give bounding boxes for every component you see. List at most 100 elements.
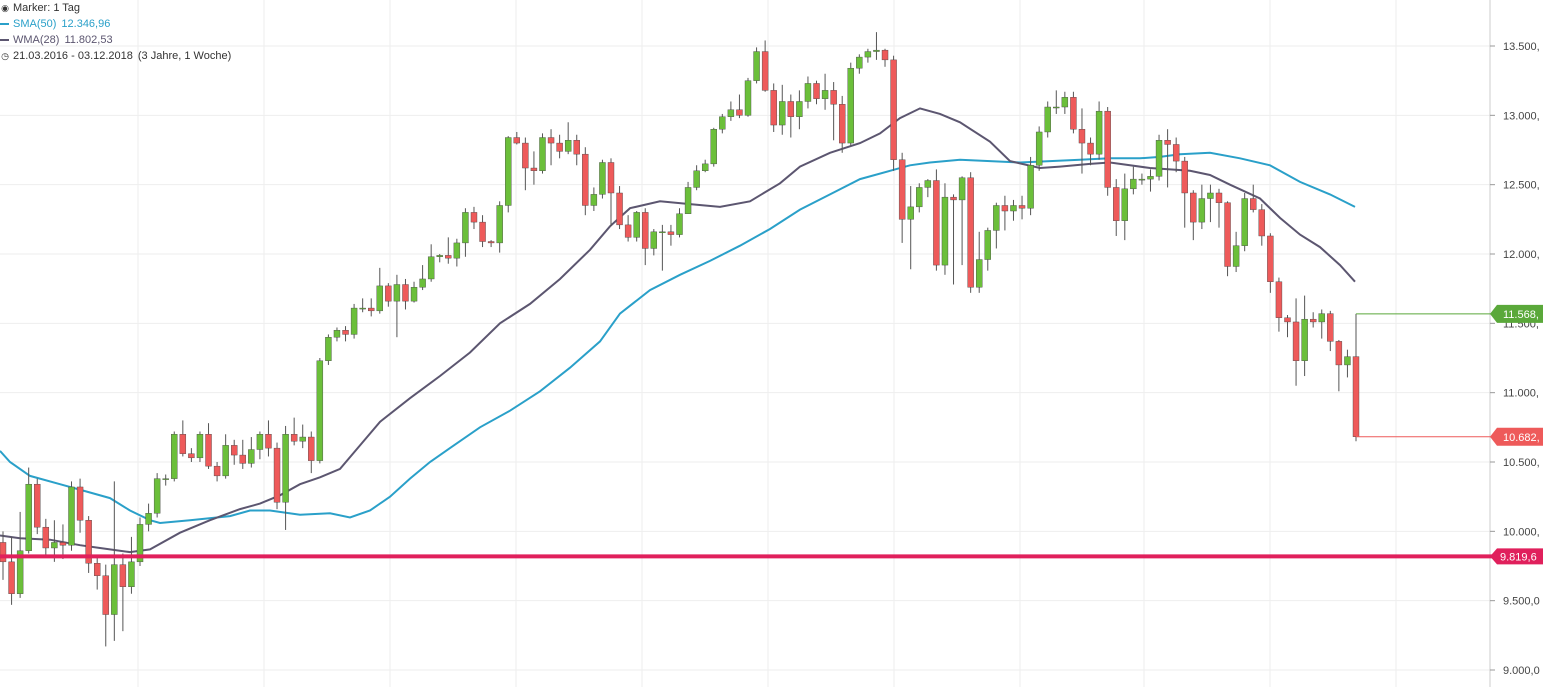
candle[interactable] (1172, 137, 1180, 173)
candle[interactable] (564, 122, 572, 155)
candle[interactable] (547, 129, 555, 166)
candle[interactable] (839, 95, 846, 153)
candle[interactable] (881, 48, 889, 67)
candle[interactable] (1010, 199, 1017, 221)
candle[interactable] (1181, 156, 1188, 228)
candle[interactable] (342, 326, 349, 342)
candle[interactable] (787, 94, 795, 138)
candle[interactable] (68, 481, 75, 551)
candle[interactable] (1018, 195, 1026, 220)
candle[interactable] (916, 183, 923, 213)
candle[interactable] (453, 238, 461, 267)
candle[interactable] (34, 478, 41, 535)
candle[interactable] (1309, 312, 1317, 328)
candle[interactable] (85, 516, 92, 573)
candle[interactable] (402, 278, 409, 310)
candle[interactable] (1207, 184, 1214, 223)
candle[interactable] (924, 179, 932, 198)
candle[interactable] (487, 240, 495, 248)
candle[interactable] (1215, 188, 1223, 228)
candle[interactable] (136, 517, 144, 566)
candle[interactable] (744, 77, 752, 117)
candle[interactable] (1087, 137, 1094, 166)
candle[interactable] (325, 334, 332, 365)
candle[interactable] (1001, 195, 1009, 231)
candle[interactable] (248, 437, 255, 468)
candle[interactable] (1104, 107, 1111, 196)
candle[interactable] (779, 84, 786, 135)
candle[interactable] (976, 231, 983, 293)
candle[interactable] (128, 536, 135, 594)
candle[interactable] (890, 55, 897, 171)
candle[interactable] (1070, 91, 1077, 134)
candle[interactable] (93, 554, 101, 590)
candle[interactable] (282, 425, 289, 530)
candle[interactable] (1035, 126, 1043, 171)
candle[interactable] (1250, 184, 1257, 213)
candle[interactable] (684, 181, 692, 214)
high-marker[interactable]: 11.568, (1356, 304, 1543, 323)
candle[interactable] (1301, 295, 1308, 377)
legend-range-row[interactable]: ◷ 21.03.2016 - 03.12.2018 (3 Jahre, 1 Wo… (0, 48, 231, 64)
candle[interactable] (496, 201, 503, 253)
candle[interactable] (761, 40, 769, 92)
candle[interactable] (316, 358, 324, 464)
wma28-line[interactable] (0, 107, 1356, 554)
candle[interactable] (624, 215, 632, 242)
legend-wma-row[interactable]: WMA(28) 11.802,53 (0, 32, 231, 48)
candle[interactable] (1155, 134, 1163, 181)
candle[interactable] (213, 462, 221, 482)
candle[interactable] (1267, 233, 1274, 293)
candle[interactable] (582, 147, 589, 216)
candle[interactable] (290, 417, 298, 446)
candle[interactable] (650, 229, 658, 256)
candle[interactable] (436, 254, 443, 263)
candle[interactable] (419, 265, 426, 291)
candle[interactable] (530, 151, 538, 185)
candle[interactable] (847, 62, 854, 146)
candle[interactable] (1327, 310, 1334, 352)
candle[interactable] (308, 431, 315, 474)
candle[interactable] (1224, 201, 1231, 277)
candle[interactable] (1344, 349, 1351, 378)
candle[interactable] (941, 183, 949, 275)
candle[interactable] (350, 303, 358, 339)
candle[interactable] (958, 176, 966, 266)
candle[interactable] (333, 327, 341, 342)
candle[interactable] (359, 298, 366, 313)
candle[interactable] (410, 281, 418, 303)
candle[interactable] (1130, 166, 1137, 195)
candle[interactable] (856, 54, 863, 74)
candle[interactable] (153, 473, 161, 518)
candle[interactable] (171, 431, 178, 482)
candle[interactable] (727, 101, 735, 121)
candle[interactable] (1044, 101, 1051, 138)
candle[interactable] (1258, 204, 1266, 246)
candle[interactable] (710, 127, 717, 167)
candle[interactable] (667, 224, 675, 246)
candle[interactable] (376, 267, 383, 314)
sma50-line[interactable] (0, 151, 1356, 525)
candle[interactable] (736, 94, 743, 119)
candle[interactable] (1053, 90, 1060, 114)
candle[interactable] (1164, 129, 1171, 188)
candle[interactable] (1318, 309, 1325, 339)
candle[interactable] (179, 420, 187, 457)
candle[interactable] (796, 90, 803, 130)
candle[interactable] (102, 564, 109, 647)
candle[interactable] (1284, 315, 1291, 338)
candle[interactable] (821, 73, 829, 110)
candle[interactable] (196, 431, 204, 462)
candle[interactable] (599, 159, 606, 199)
candle[interactable] (898, 152, 906, 243)
candle[interactable] (873, 32, 880, 60)
candle[interactable] (256, 431, 264, 460)
candle[interactable] (590, 187, 598, 212)
candle[interactable] (1078, 108, 1086, 174)
candle[interactable] (368, 298, 375, 317)
candle[interactable] (1232, 231, 1240, 273)
candle[interactable] (265, 420, 272, 457)
support-price-tag[interactable]: 9.819,6 (1490, 548, 1543, 565)
candle[interactable] (1138, 173, 1146, 185)
candle[interactable] (556, 134, 563, 159)
